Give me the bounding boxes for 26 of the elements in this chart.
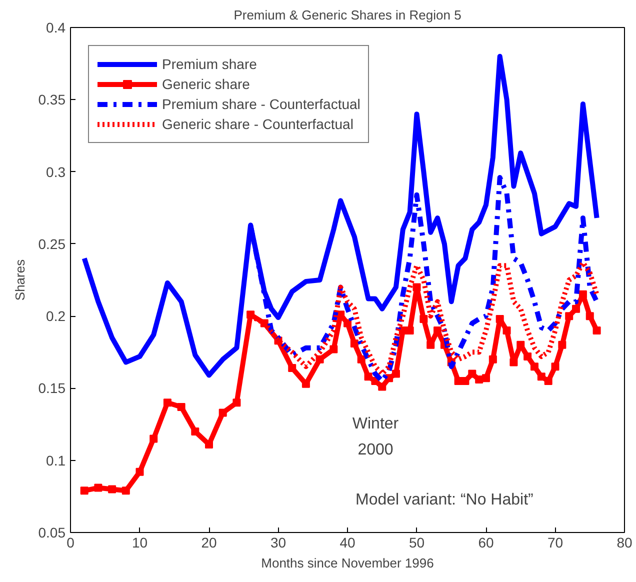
x-tick-label: 70 — [547, 534, 564, 550]
annotation: Model variant: “No Habit” — [356, 492, 534, 508]
y-tick-label: 0.2 — [46, 308, 66, 324]
chart-title: Premium & Generic Shares in Region 5 — [234, 8, 462, 22]
x-tick-label: 80 — [616, 534, 632, 550]
x-tick-label: 0 — [66, 534, 75, 550]
y-tick-label: 0.15 — [38, 380, 66, 396]
x-tick-label: 10 — [132, 534, 148, 550]
legend-label: Premium share - Counterfactual — [162, 96, 360, 112]
y-tick-label: 0.05 — [38, 524, 66, 540]
legend-label: Generic share — [162, 76, 250, 92]
y-tick-label: 0.3 — [46, 164, 66, 180]
y-axis-title: Shares — [12, 258, 28, 301]
x-tick-label: 40 — [340, 534, 356, 550]
x-axis-title: Months since November 1996 — [261, 556, 434, 570]
legend-label: Generic share - Counterfactual — [162, 116, 354, 132]
y-tick-label: 0.4 — [46, 20, 66, 36]
x-tick-label: 30 — [270, 534, 286, 550]
x-tick-label: 60 — [478, 534, 494, 550]
x-tick-label: 50 — [408, 534, 425, 550]
legend-label: Premium share — [162, 56, 257, 72]
x-tick-label: 20 — [201, 534, 217, 550]
y-tick-label: 0.1 — [46, 452, 66, 468]
annotation: Winter 2000 — [352, 416, 400, 458]
y-tick-label: 0.35 — [38, 92, 66, 108]
y-tick-label: 0.25 — [38, 236, 66, 252]
